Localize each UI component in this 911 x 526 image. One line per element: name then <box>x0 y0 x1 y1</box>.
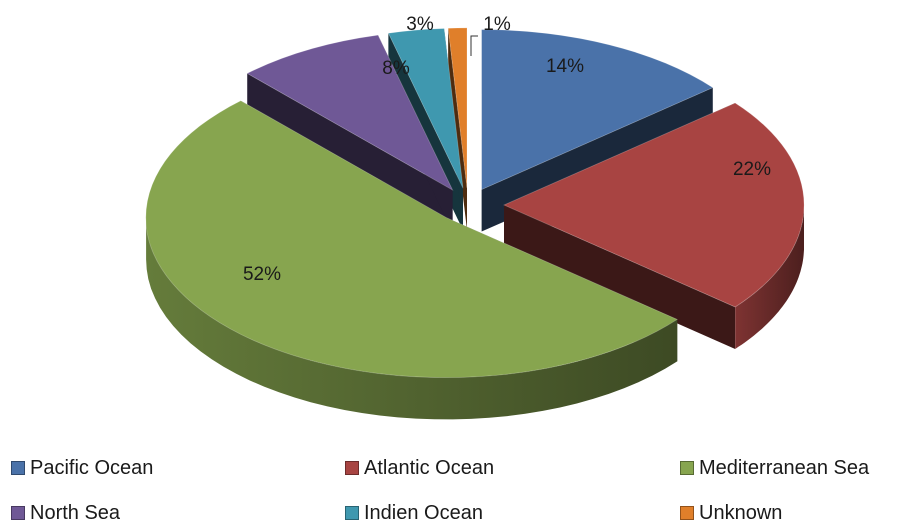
data-label-pacific-ocean: 14% <box>546 56 584 77</box>
legend-swatch-mediterranean-sea <box>680 461 694 475</box>
legend-item-pacific-ocean: Pacific Ocean <box>11 455 153 481</box>
data-label-mediterranean-sea: 52% <box>243 264 281 285</box>
pie-data-labels: 14% 22% 52% 8% 3% 1% <box>243 14 771 285</box>
legend-swatch-north-sea <box>11 506 25 520</box>
legend-item-atlantic-ocean: Atlantic Ocean <box>345 455 494 481</box>
data-label-indien-ocean: 3% <box>406 14 434 35</box>
legend-item-north-sea: North Sea <box>11 500 120 526</box>
legend-swatch-indien-ocean <box>345 506 359 520</box>
legend-swatch-pacific-ocean <box>11 461 25 475</box>
slice-pacific-ocean <box>481 29 714 191</box>
slice-unknown <box>447 27 468 188</box>
legend-item-unknown: Unknown <box>680 500 782 526</box>
slice-indien-ocean <box>387 28 464 189</box>
chart-legend: Pacific Ocean Atlantic Ocean Mediterrane… <box>0 455 911 526</box>
legend-label-atlantic-ocean: Atlantic Ocean <box>364 456 495 479</box>
legend-item-indien-ocean: Indien Ocean <box>345 500 483 526</box>
slice-north-sea <box>246 34 454 192</box>
legend-label-mediterranean-sea: Mediterranean Sea <box>699 456 870 479</box>
data-label-unknown: 1% <box>483 14 511 35</box>
slice-rim-mediterranean-sea <box>146 217 678 420</box>
slice-rim-atlantic-ocean <box>735 205 804 349</box>
legend-label-unknown: Unknown <box>699 501 783 524</box>
legend-swatch-unknown <box>680 506 694 520</box>
legend-swatch-atlantic-ocean <box>345 461 359 475</box>
data-label-atlantic-ocean: 22% <box>733 159 771 180</box>
slice-mediterranean-sea <box>145 100 679 378</box>
pie-slices <box>145 27 805 378</box>
slice-wall-atlantic-ocean-1 <box>504 205 736 349</box>
slice-atlantic-ocean <box>503 102 805 308</box>
data-label-north-sea: 8% <box>382 58 410 79</box>
slice-wall-unknown-0 <box>448 28 467 230</box>
legend-label-indien-ocean: Indien Ocean <box>364 501 483 524</box>
legend-label-north-sea: North Sea <box>30 501 121 524</box>
legend-item-mediterranean-sea: Mediterranean Sea <box>680 455 869 481</box>
legend-label-pacific-ocean: Pacific Ocean <box>30 456 154 479</box>
leader-line-unknown <box>470 35 478 56</box>
